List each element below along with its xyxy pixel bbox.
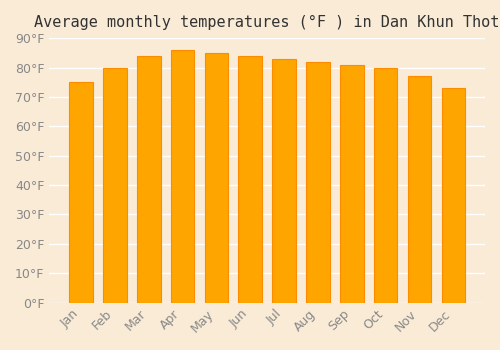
Bar bbox=[137, 56, 160, 303]
Bar bbox=[340, 65, 363, 303]
Bar bbox=[170, 50, 194, 303]
Bar bbox=[408, 76, 432, 303]
Bar bbox=[272, 59, 296, 303]
Bar bbox=[306, 62, 330, 303]
Bar bbox=[69, 82, 93, 303]
Bar bbox=[374, 68, 398, 303]
Bar bbox=[103, 68, 126, 303]
Bar bbox=[238, 56, 262, 303]
Title: Average monthly temperatures (°F ) in Dan Khun Thot: Average monthly temperatures (°F ) in Da… bbox=[34, 15, 500, 30]
Bar bbox=[442, 88, 465, 303]
Bar bbox=[204, 53, 229, 303]
